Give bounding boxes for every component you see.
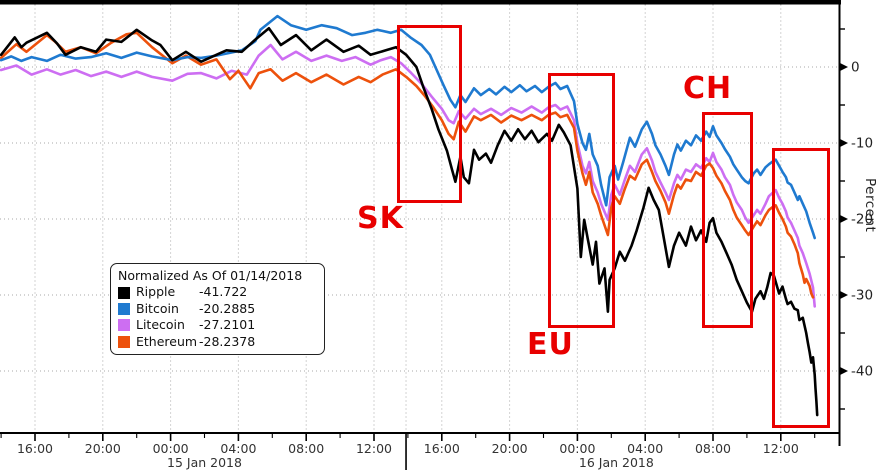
ethereum-swatch-icon: [118, 335, 130, 348]
series-lines: [0, 14, 819, 417]
axis-frame: [0, 0, 841, 446]
annotation-box-eu: [548, 73, 615, 328]
annotation-box-sk: [397, 25, 462, 203]
bitcoin-swatch-icon: [118, 303, 130, 316]
x-tick-label: 16:00: [17, 441, 53, 456]
x-tick-label: 00:00: [559, 441, 595, 456]
legend-value: -27.2101: [199, 317, 256, 333]
series-bitcoin: [0, 14, 817, 240]
x-tick-label: 08:00: [695, 441, 731, 456]
legend-name: Ripple: [136, 284, 176, 300]
y-tick-label: 0: [851, 60, 860, 76]
y-tick-label: -20: [851, 212, 873, 228]
series-ethereum: [0, 31, 815, 299]
legend-value: -28.2378: [199, 333, 256, 349]
x-tick-label: 04:00: [627, 441, 663, 456]
annotation-label-sk: SK: [357, 201, 404, 236]
annotation-box-unlabeled: [772, 148, 830, 428]
annotation-box-ch: [702, 112, 753, 328]
y-tick-label: -10: [851, 136, 873, 152]
legend-row-ripple: Ripple -41.722: [118, 284, 316, 300]
y-tick-label: -40: [851, 364, 873, 380]
legend-name: Litecoin: [136, 317, 185, 333]
legend-row-litecoin: Litecoin -27.2101: [118, 317, 316, 333]
x-tick-label: 00:00: [153, 441, 189, 456]
x-tick-label: 12:00: [356, 441, 392, 456]
x-tick-label: 04:00: [220, 441, 256, 456]
legend-row-bitcoin: Bitcoin -20.2885: [118, 301, 316, 317]
y-tick-label: -30: [851, 288, 873, 304]
y-axis: 0 -10 -20 -30 -40: [839, 28, 873, 410]
x-date-label: 16 Jan 2018: [579, 455, 654, 470]
legend-name: Ethereum: [136, 333, 198, 349]
legend-row-ethereum: Ethereum -28.2378: [118, 334, 316, 350]
x-tick-label: 12:00: [763, 441, 799, 456]
annotation-label-eu: EU: [527, 327, 574, 362]
x-axis: 16:00 20:00 00:00 04:00 08:00 12:00 16:00 20:00…: [0, 433, 816, 470]
x-tick-label: 20:00: [85, 441, 121, 456]
litecoin-swatch-icon: [118, 319, 130, 332]
legend-title: Normalized As Of 01/14/2018: [118, 268, 303, 283]
series-litecoin: [0, 43, 817, 308]
x-tick-label: 20:00: [492, 441, 528, 456]
annotation-label-ch: CH: [683, 71, 733, 106]
legend-value: -41.722: [199, 284, 248, 300]
series-ripple: [0, 26, 819, 417]
x-date-label: 15 Jan 2018: [167, 455, 242, 470]
legend-value: -20.2885: [199, 300, 256, 316]
legend: Normalized As Of 01/14/2018 Ripple -41.7…: [110, 263, 325, 355]
x-tick-label: 16:00: [424, 441, 460, 456]
x-tick-label: 08:00: [288, 441, 324, 456]
ripple-swatch-icon: [118, 286, 130, 299]
legend-name: Bitcoin: [136, 300, 179, 316]
y-axis-title: Percent: [862, 178, 878, 233]
